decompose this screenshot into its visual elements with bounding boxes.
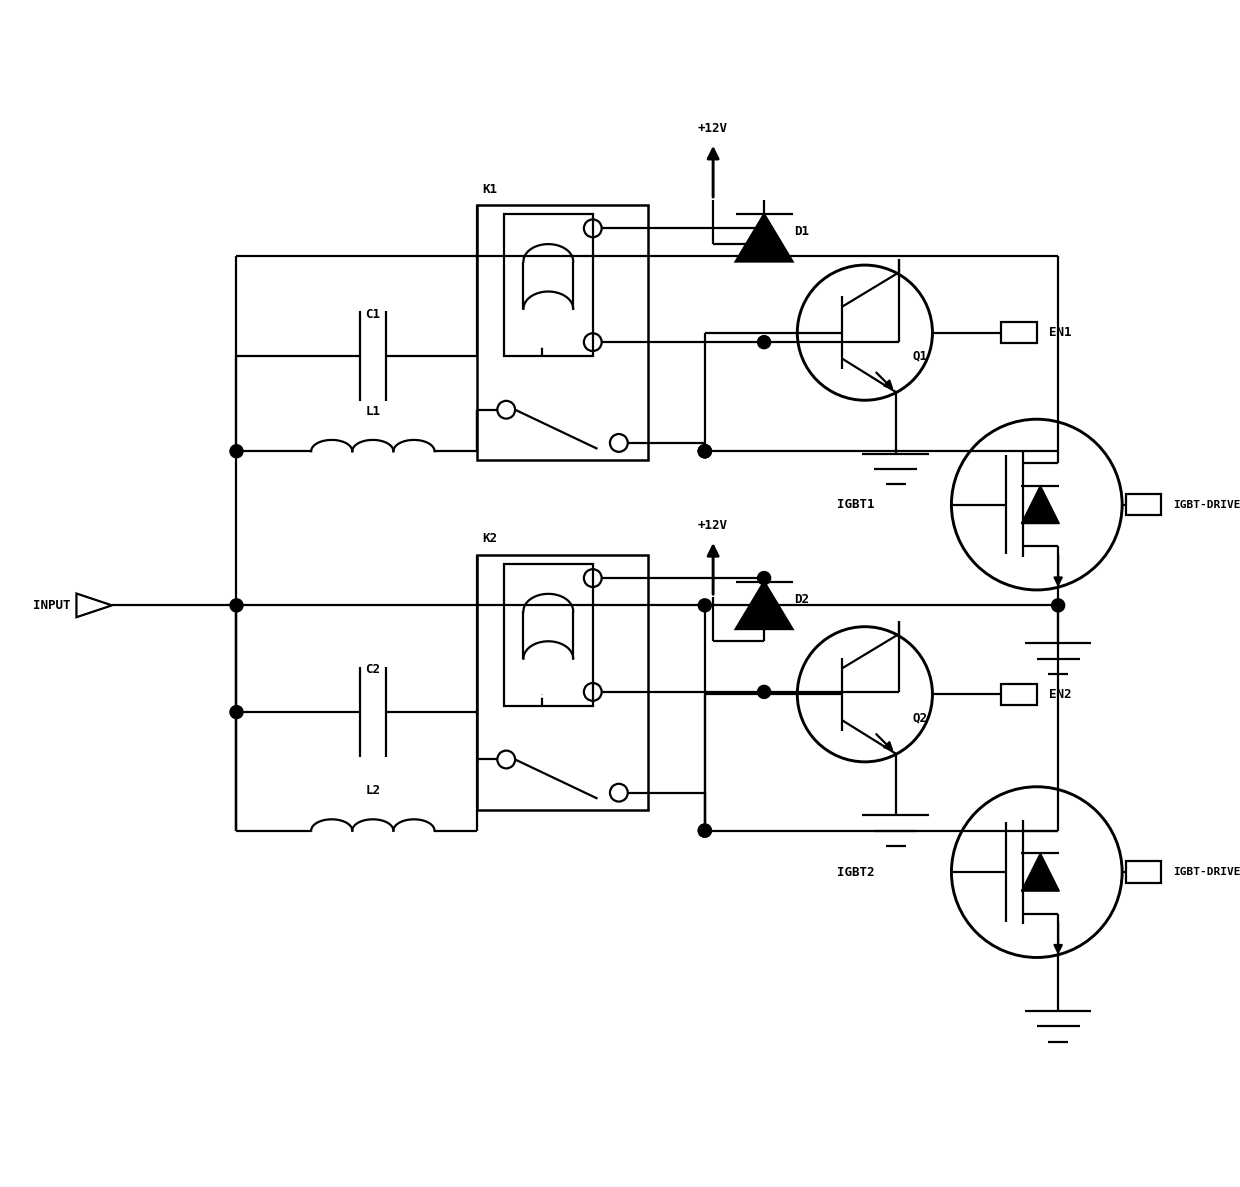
Circle shape	[698, 824, 712, 837]
Circle shape	[758, 336, 770, 349]
Circle shape	[1052, 598, 1065, 611]
Bar	[476, 556, 649, 810]
Circle shape	[698, 445, 712, 458]
Text: IGBT1: IGBT1	[837, 499, 874, 512]
Bar	[503, 214, 593, 356]
Circle shape	[698, 445, 712, 458]
Text: K1: K1	[482, 183, 497, 196]
Circle shape	[758, 685, 770, 698]
Text: +12V: +12V	[698, 519, 728, 532]
Text: IGBT-DRIVER2: IGBT-DRIVER2	[1173, 868, 1240, 877]
Text: C2: C2	[366, 664, 381, 677]
Text: D1: D1	[794, 226, 808, 239]
Polygon shape	[1022, 853, 1059, 891]
Circle shape	[698, 445, 712, 458]
Circle shape	[758, 222, 770, 235]
Text: IGBT2: IGBT2	[837, 865, 874, 878]
Polygon shape	[1022, 485, 1059, 523]
Text: EN2: EN2	[1049, 687, 1071, 700]
Text: INPUT: INPUT	[33, 599, 71, 611]
Text: EN1: EN1	[1049, 326, 1071, 339]
Circle shape	[698, 824, 712, 837]
Bar	[503, 564, 593, 706]
Circle shape	[698, 598, 712, 611]
Text: L1: L1	[366, 405, 381, 418]
Text: Q1: Q1	[913, 350, 928, 363]
Circle shape	[229, 445, 243, 458]
Text: D2: D2	[794, 594, 808, 605]
Bar	[476, 205, 649, 461]
Polygon shape	[735, 214, 792, 261]
Circle shape	[229, 598, 243, 611]
Text: +12V: +12V	[698, 122, 728, 134]
Text: IGBT-DRIVER1: IGBT-DRIVER1	[1173, 500, 1240, 509]
Circle shape	[758, 572, 770, 585]
Text: C1: C1	[366, 307, 381, 320]
Polygon shape	[735, 582, 792, 629]
Text: K2: K2	[482, 533, 497, 546]
Circle shape	[229, 705, 243, 718]
Text: Q2: Q2	[913, 711, 928, 724]
Text: L2: L2	[366, 785, 381, 798]
